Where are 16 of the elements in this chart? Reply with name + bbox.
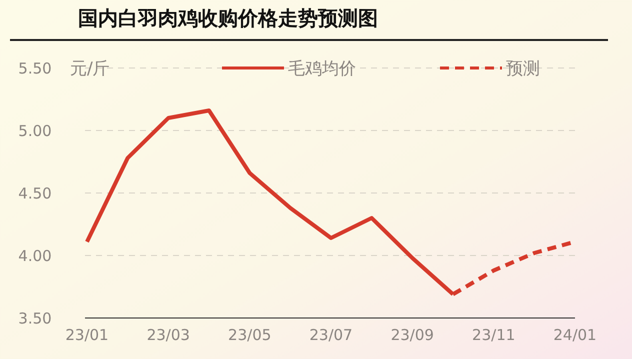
- y-tick-label: 5.00: [18, 122, 52, 140]
- x-tick-label: 23/01: [65, 326, 109, 344]
- y-tick-label: 4.00: [18, 246, 52, 265]
- x-tick-label: 23/07: [309, 326, 353, 344]
- y-tick-label: 3.50: [18, 309, 52, 328]
- legend-label: 预测: [506, 58, 540, 79]
- y-axis-title: 元/斤: [70, 58, 110, 79]
- x-tick-label: 24/01: [553, 326, 597, 344]
- x-tick-label: 23/05: [228, 326, 272, 344]
- chart-title: 国内白羽肉鸡收购价格走势预测图: [78, 6, 378, 30]
- y-tick-label: 5.50: [18, 59, 52, 78]
- legend-label: 毛鸡均价: [288, 58, 356, 79]
- y-tick-label: 4.50: [18, 184, 52, 202]
- x-tick-label: 23/09: [390, 326, 434, 344]
- x-tick-label: 23/11: [472, 326, 516, 344]
- x-tick-label: 23/03: [146, 326, 190, 344]
